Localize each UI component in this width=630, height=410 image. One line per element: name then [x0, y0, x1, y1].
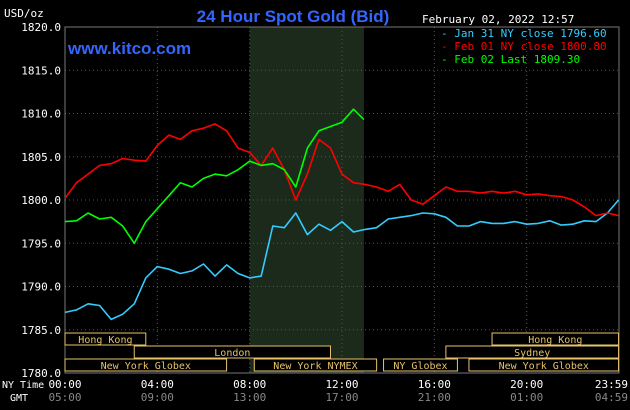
y-tick-label: 1810.0	[21, 108, 61, 121]
x-axis-row2-label: GMT	[10, 393, 28, 404]
session-label: Sydney	[514, 348, 550, 359]
session-label: New York Globex	[101, 361, 191, 372]
x-tick-label-gmt: 13:00	[233, 391, 266, 404]
session-box	[445, 345, 620, 359]
highlight-window	[249, 27, 364, 373]
session-box	[64, 332, 147, 346]
x-tick-label-ny: 23:59	[595, 378, 628, 391]
x-tick-label-gmt: 17:00	[325, 391, 358, 404]
y-tick-labels: 1820.0 1815.0 1810.0 1805.0 1800.0 1795.0 1790…	[21, 21, 61, 380]
session-box	[383, 358, 458, 372]
session-box	[133, 345, 331, 359]
session-label: NY Globex	[393, 361, 447, 372]
series-line-1	[64, 199, 620, 321]
session-box	[491, 332, 620, 346]
y-tick-label: 1795.0	[21, 237, 61, 250]
x-tick-label-gmt: 04:59	[595, 391, 628, 404]
y-tick-label: 1785.0	[21, 324, 61, 337]
session-label: New York NYMEX	[273, 361, 357, 372]
x-axis-row1-label: NY Time	[2, 380, 44, 391]
x-tick-label-gmt: 01:00	[510, 391, 543, 404]
site-link[interactable]: www.kitco.com	[67, 39, 191, 58]
x-tick-label-ny: 16:00	[418, 378, 451, 391]
y-tick-label: 1820.0	[21, 21, 61, 34]
y-tick-label: 1815.0	[21, 64, 61, 77]
chart-title: 24 Hour Spot Gold (Bid)	[197, 7, 390, 26]
y-tick-label: 1790.0	[21, 281, 61, 294]
series-line-3	[64, 108, 365, 245]
x-tick-label-gmt: 05:00	[48, 391, 81, 404]
y-tick-label: 1780.0	[21, 367, 61, 380]
series-lines	[64, 108, 620, 321]
date-label: February 02, 2022 12:57	[422, 13, 574, 26]
x-tick-label-ny: 00:00	[48, 378, 81, 391]
session-label: New York Globex	[499, 361, 589, 372]
legend-entry-2: - Feb 01 NY close 1800.80	[441, 40, 607, 53]
legend: - Jan 31 NY close 1796.60- Feb 01 NY clo…	[441, 27, 607, 66]
plot-frame	[64, 26, 620, 374]
x-tick-label-gmt: 21:00	[418, 391, 451, 404]
series-line-2	[64, 123, 619, 217]
session-label: Hong Kong	[528, 335, 582, 346]
x-tick-label-ny: 04:00	[141, 378, 174, 391]
legend-entry-1: - Jan 31 NY close 1796.60	[441, 27, 607, 40]
unit-label: USD/oz	[4, 7, 44, 20]
x-tick-label-gmt: 09:00	[141, 391, 174, 404]
session-box	[253, 358, 378, 372]
market-sessions: Hong Kong Hong Kong London Sydney New York G…	[64, 332, 620, 372]
x-tick-label-ny: 12:00	[325, 378, 358, 391]
session-label: London	[214, 348, 250, 359]
legend-entry-3: - Feb 02 Last 1809.30	[441, 53, 580, 66]
x-tick-label-ny: 08:00	[233, 378, 266, 391]
session-box	[64, 358, 228, 372]
y-tick-label: 1800.0	[21, 194, 61, 207]
y-tick-label: 1805.0	[21, 151, 61, 164]
session-box	[468, 358, 620, 372]
x-tick-label-ny: 20:00	[510, 378, 543, 391]
session-label: Hong Kong	[78, 335, 132, 346]
plot-border	[64, 26, 620, 374]
